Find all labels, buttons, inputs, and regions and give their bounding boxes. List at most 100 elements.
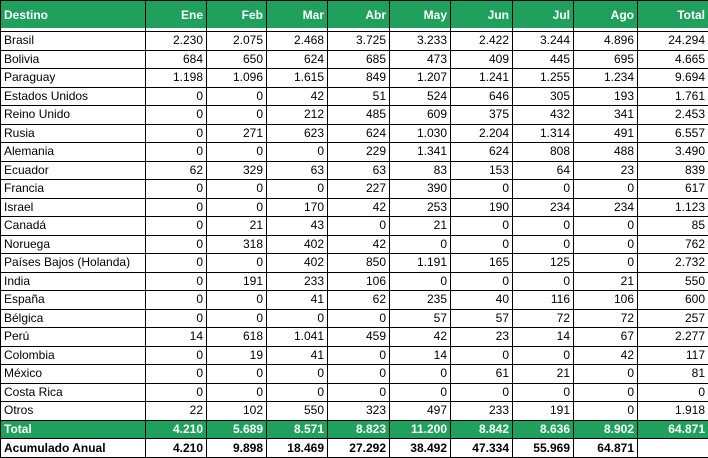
value-cell: 0	[573, 364, 638, 384]
row-label: Otros	[0, 401, 146, 421]
value-cell: 0	[573, 382, 638, 403]
value-cell: 485	[327, 105, 390, 125]
row-total-cell: 839	[637, 160, 708, 181]
row-total-cell: 1.761	[637, 86, 708, 107]
value-cell: 0	[450, 382, 513, 403]
value-cell: 125	[512, 253, 574, 273]
value-cell: 42	[266, 86, 328, 107]
row-total-cell: 2.453	[637, 105, 708, 125]
row-label: Paraguay	[0, 68, 146, 88]
value-cell: 191	[512, 401, 574, 421]
value-cell: 2.204	[450, 123, 513, 144]
value-cell: 40	[450, 290, 513, 310]
value-cell: 42	[327, 234, 390, 255]
value-cell: 234	[573, 197, 638, 218]
value-cell: 685	[327, 49, 390, 70]
table-row: Ecuador 62 329 63 63 83 153 64 23 839	[0, 160, 708, 181]
total-value-cell: 4.210	[145, 419, 207, 440]
row-total-cell: 24.294	[637, 31, 708, 51]
value-cell: 0	[206, 86, 267, 107]
value-cell: 1.191	[389, 253, 451, 273]
value-cell: 0	[573, 216, 638, 236]
value-cell: 62	[145, 160, 207, 181]
table-row: Perú 14 618 1.041 459 42 23 14 67 2.277	[0, 327, 708, 347]
value-cell: 0	[573, 179, 638, 199]
value-cell: 0	[327, 216, 390, 236]
total-value-cell: 5.689	[206, 419, 267, 440]
value-cell: 63	[266, 160, 328, 181]
value-cell: 0	[450, 216, 513, 236]
acumulado-value-cell: 18.469	[266, 438, 328, 458]
value-cell: 0	[206, 308, 267, 329]
table-row: India 0 191 233 106 0 0 0 21 550	[0, 271, 708, 292]
value-cell: 106	[573, 290, 638, 310]
value-cell: 1.234	[573, 68, 638, 88]
value-cell: 0	[145, 142, 207, 162]
table-row: Bélgica 0 0 0 0 57 57 72 72 257	[0, 308, 708, 329]
value-cell: 42	[327, 197, 390, 218]
table-header: Destino Ene Feb Mar Abr May Jun Jul Ago Total	[0, 0, 708, 32]
value-cell: 850	[327, 253, 390, 273]
value-cell: 0	[145, 290, 207, 310]
value-cell: 650	[206, 49, 267, 70]
table-row: Rusia 0 271 623 624 1.030 2.204 1.314 491 6.557	[0, 123, 708, 144]
row-label: Israel	[0, 197, 146, 218]
value-cell: 0	[450, 179, 513, 199]
table-row: Alemania 0 0 0 229 1.341 624 808 488 3.490	[0, 142, 708, 162]
value-cell: 0	[145, 197, 207, 218]
value-cell: 57	[389, 308, 451, 329]
table-row: Francia 0 0 0 227 390 0 0 0 617	[0, 179, 708, 199]
table-row: Canadá 0 21 43 0 21 0 0 0 85	[0, 216, 708, 236]
value-cell: 0	[145, 179, 207, 199]
total-row: Total 4.210 5.689 8.571 8.823 11.200 8.842 8.63…	[0, 419, 708, 440]
row-total-cell: 762	[637, 234, 708, 255]
value-cell: 57	[450, 308, 513, 329]
value-cell: 0	[145, 123, 207, 144]
table-row: Paraguay 1.198 1.096 1.615 849 1.207 1.241 1.25…	[0, 68, 708, 88]
value-cell: 1.255	[512, 68, 574, 88]
table-row: Noruega 0 318 402 42 0 0 0 0 762	[0, 234, 708, 255]
empty-corner-cell	[637, 438, 708, 458]
value-cell: 41	[266, 290, 328, 310]
value-cell: 0	[145, 271, 207, 292]
row-total-cell: 85	[637, 216, 708, 236]
table-row: Países Bajos (Holanda) 0 0 402 850 1.191 165 12…	[0, 253, 708, 273]
value-cell: 318	[206, 234, 267, 255]
value-cell: 0	[145, 364, 207, 384]
value-cell: 2.075	[206, 31, 267, 51]
row-total-cell: 1.918	[637, 401, 708, 421]
value-cell: 0	[450, 271, 513, 292]
value-cell: 491	[573, 123, 638, 144]
value-cell: 4.896	[573, 31, 638, 51]
value-cell: 43	[266, 216, 328, 236]
value-cell: 0	[145, 216, 207, 236]
value-cell: 808	[512, 142, 574, 162]
row-total-cell: 1.123	[637, 197, 708, 218]
value-cell: 0	[145, 308, 207, 329]
value-cell: 375	[450, 105, 513, 125]
value-cell: 102	[206, 401, 267, 421]
value-cell: 21	[512, 364, 574, 384]
total-value-cell: 8.842	[450, 419, 513, 440]
value-cell: 0	[145, 86, 207, 107]
table-row: Brasil 2.230 2.075 2.468 3.725 3.233 2.422 3.24…	[0, 31, 708, 51]
value-cell: 323	[327, 401, 390, 421]
value-cell: 0	[512, 234, 574, 255]
value-cell: 1.314	[512, 123, 574, 144]
value-cell: 0	[327, 345, 390, 366]
row-label: Perú	[0, 327, 146, 347]
row-total-cell: 2.732	[637, 253, 708, 273]
value-cell: 0	[327, 382, 390, 403]
value-cell: 0	[573, 401, 638, 421]
value-cell: 341	[573, 105, 638, 125]
value-cell: 432	[512, 105, 574, 125]
row-label: Francia	[0, 179, 146, 199]
value-cell: 402	[266, 253, 328, 273]
value-cell: 0	[573, 234, 638, 255]
value-cell: 623	[266, 123, 328, 144]
value-cell: 0	[512, 216, 574, 236]
value-cell: 849	[327, 68, 390, 88]
value-cell: 618	[206, 327, 267, 347]
value-cell: 0	[206, 364, 267, 384]
